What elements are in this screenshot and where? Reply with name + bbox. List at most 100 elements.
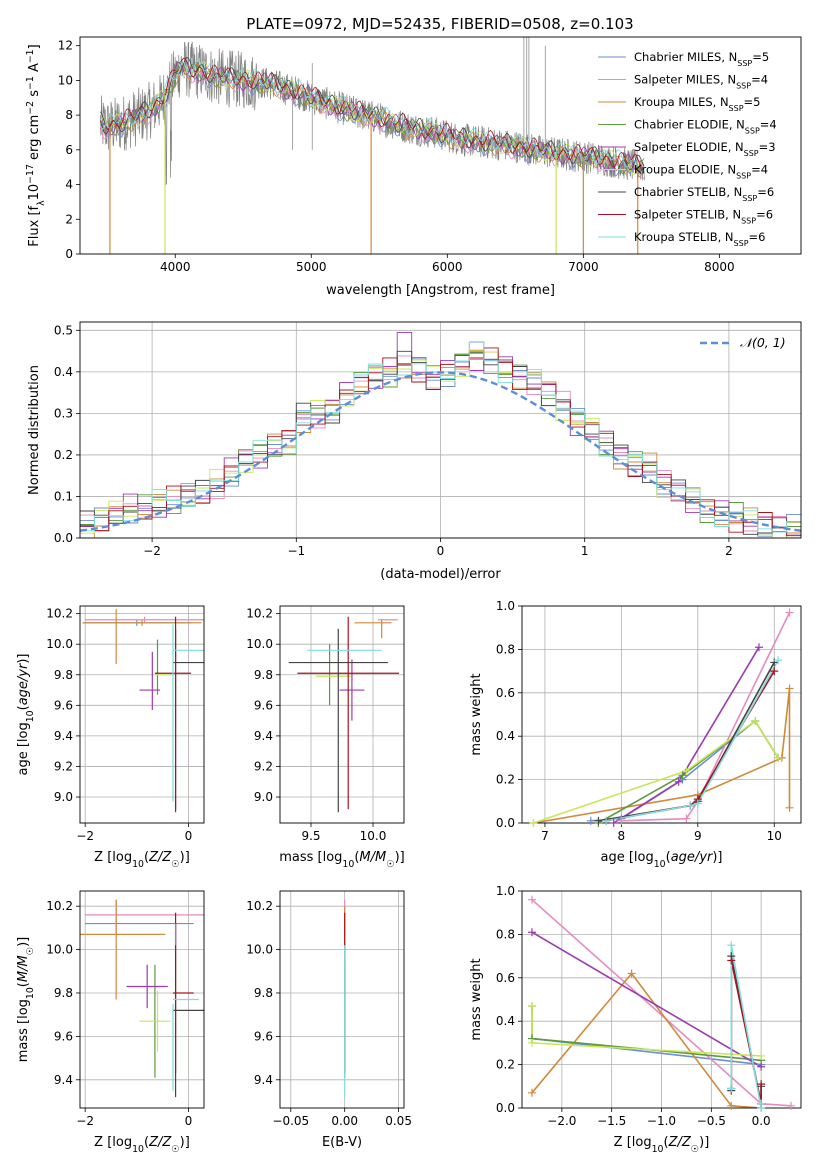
label-part: ☉ <box>386 859 394 870</box>
label-part: Z <box>681 1135 692 1150</box>
legend-value: =5 <box>744 95 761 109</box>
label-part: M <box>16 971 31 982</box>
x-tick-label: 0 <box>437 544 445 558</box>
label-part: ( <box>354 850 359 865</box>
legend-label: Salpeter STELIB, NSSP=6 <box>634 208 773 226</box>
x-tick-label: 2 <box>725 544 733 558</box>
series-marker <box>527 928 536 937</box>
normal-curve <box>80 371 801 532</box>
label-part: )] <box>180 1135 190 1150</box>
y-tick-label: 0.0 <box>54 531 73 545</box>
axes-mass-vs-Z: −2 09.49.69.810.010.2Z [log10(Z/Z☉)]mass … <box>16 890 205 1155</box>
y-tick-label: 10.2 <box>46 607 73 621</box>
y-tick-label: 9.2 <box>54 759 73 773</box>
y-tick-label: 0.0 <box>496 816 515 830</box>
y-tick-label: 9.4 <box>254 729 273 743</box>
legend-sub: SSP <box>744 149 759 158</box>
y-tick-label: 0 <box>65 247 73 261</box>
y-tick-label: 0.2 <box>496 1058 515 1072</box>
label-part: / <box>694 850 701 865</box>
series-line <box>605 670 775 822</box>
y-tick-label: 9.6 <box>54 1029 73 1043</box>
label-part: Z [log <box>94 850 132 865</box>
y-tick-label: 0.3 <box>54 406 73 420</box>
series-marker <box>774 656 783 665</box>
series-marker <box>785 803 794 812</box>
label-part: s <box>27 90 42 101</box>
label-part: 10 <box>25 710 36 722</box>
series-line <box>605 659 779 822</box>
legend-label: Kroupa ELODIE, NSSP=4 <box>634 163 768 181</box>
label-part: )] <box>180 850 190 865</box>
label-part: )] <box>699 1135 709 1150</box>
legend-value: =3 <box>759 140 776 154</box>
label-part: )] <box>712 850 722 865</box>
legend-value: =6 <box>756 208 773 222</box>
series-marker <box>757 1080 766 1089</box>
label-part: 10 <box>654 859 666 870</box>
axes-age-vs-Z: −2 09.09.29.49.69.810.010.2Z [log10(Z/Z☉)… <box>16 605 205 870</box>
series-marker <box>682 766 691 775</box>
label-part: / <box>676 1135 683 1150</box>
plot-area <box>288 616 400 813</box>
series-line <box>531 972 762 1108</box>
x-axis-label: wavelength [Angstrom, rest frame] <box>326 283 555 298</box>
label-part: −2 <box>25 101 36 115</box>
x-tick-label: 6000 <box>432 260 463 274</box>
y-tick-label: 1.0 <box>496 884 515 898</box>
x-tick-label: −0.5 <box>697 1114 726 1128</box>
histogram-step <box>80 347 801 537</box>
x-tick-label: 10 <box>767 829 782 843</box>
series-marker <box>754 643 763 652</box>
y-tick-label: 10.0 <box>246 943 273 957</box>
series-line <box>531 931 762 1068</box>
series-marker <box>751 717 760 726</box>
series-marker <box>594 816 603 825</box>
x-tick-label: 7000 <box>568 260 599 274</box>
series-marker <box>529 819 538 827</box>
legend-value: =5 <box>752 50 769 64</box>
series-marker <box>686 801 695 810</box>
x-tick-label: 10.0 <box>360 829 387 843</box>
x-tick-label: −0.05 <box>272 1114 309 1128</box>
y-tick-label: 0.5 <box>54 323 73 337</box>
label-part: M <box>359 850 370 865</box>
y-tick-label: 0.6 <box>496 971 515 985</box>
legend-label: 𝒩(0, 1) <box>740 335 786 350</box>
y-tick-label: 10.2 <box>46 899 73 913</box>
x-tick-label: 0 <box>185 1114 193 1128</box>
label-part: )] <box>16 937 31 947</box>
label-part: λ <box>36 200 47 206</box>
y-tick-label: 9.6 <box>254 1029 273 1043</box>
y-tick-label: 10 <box>58 73 73 87</box>
label-part: ☉ <box>171 1144 179 1155</box>
label-part: / <box>370 850 377 865</box>
legend-model: Salpeter ELODIE, N <box>634 140 744 154</box>
label-part: )] <box>16 653 31 663</box>
y-tick-label: 10.0 <box>46 943 73 957</box>
legend-label: Salpeter MILES, NSSP=4 <box>634 73 768 91</box>
label-part: ( <box>666 850 671 865</box>
series-marker <box>682 814 691 823</box>
x-tick-label: −2 <box>76 1114 94 1128</box>
y-tick-label: 9.0 <box>54 790 73 804</box>
label-part: Flux [f <box>27 205 42 246</box>
legend-label: Salpeter ELODIE, NSSP=3 <box>634 140 776 158</box>
y-tick-label: 9.2 <box>254 759 273 773</box>
x-axis-label: Z [log10(Z/Z☉)] <box>94 1135 190 1155</box>
legend-value: =6 <box>749 230 766 244</box>
legend-value: =6 <box>757 185 774 199</box>
axes-frame <box>279 890 405 1109</box>
legend-label: Chabrier MILES, NSSP=5 <box>634 50 769 68</box>
label-part: age [log <box>600 850 653 865</box>
label-part: −1 <box>25 76 36 90</box>
legend-sub: SSP <box>741 216 756 225</box>
legend-value: =4 <box>751 163 768 177</box>
axes-frame <box>279 605 405 824</box>
series-marker <box>770 667 779 676</box>
label-part: ( <box>664 1135 669 1150</box>
axes-frame <box>79 890 205 1109</box>
y-tick-label: 9.8 <box>54 668 73 682</box>
axes-weight-vs-Z: −2.0 −1.5 −1.0 −0.5 0.0 0.0 0.2 0.4 0.6 0.8 1.0 Z [… <box>469 884 802 1155</box>
